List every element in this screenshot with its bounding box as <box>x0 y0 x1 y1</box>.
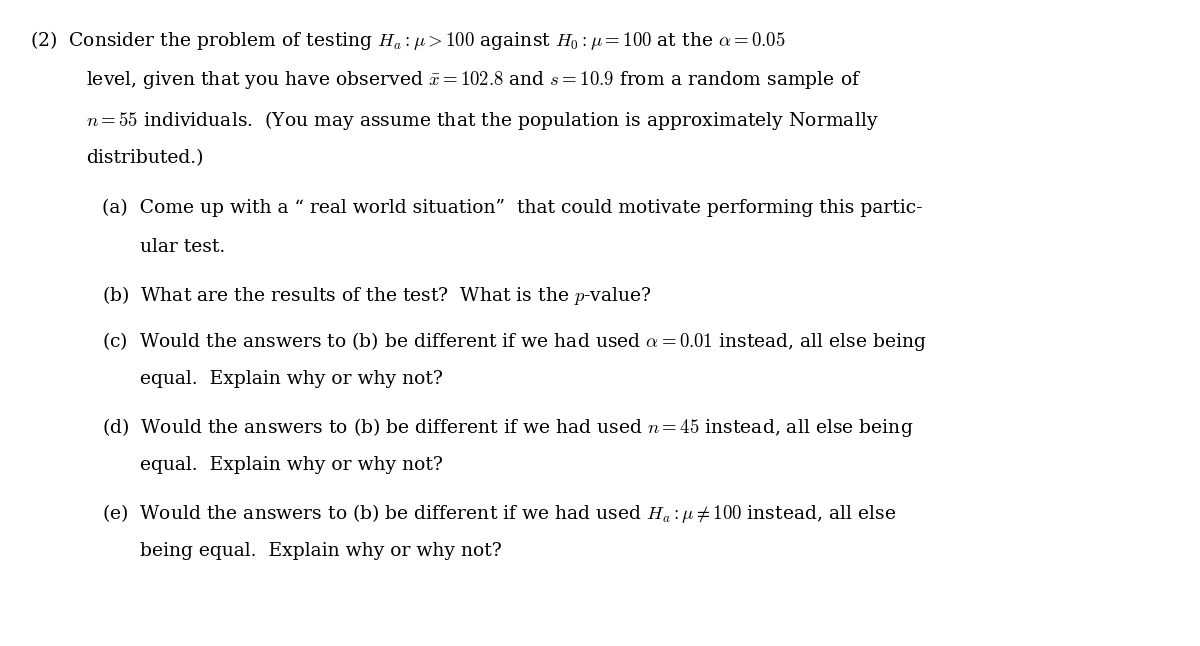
Text: (b)  What are the results of the test?  What is the $p$-value?: (b) What are the results of the test? Wh… <box>102 284 652 307</box>
Text: equal.  Explain why or why not?: equal. Explain why or why not? <box>140 370 443 388</box>
Text: being equal.  Explain why or why not?: being equal. Explain why or why not? <box>140 542 502 560</box>
Text: equal.  Explain why or why not?: equal. Explain why or why not? <box>140 456 443 474</box>
Text: $n = 55$ individuals.  (You may assume that the population is approximately Norm: $n = 55$ individuals. (You may assume th… <box>86 109 880 132</box>
Text: distributed.): distributed.) <box>86 149 204 167</box>
Text: (a)  Come up with a “ real world situation”  that could motivate performing this: (a) Come up with a “ real world situatio… <box>102 198 923 216</box>
Text: (d)  Would the answers to (b) be different if we had used $n = 45$ instead, all : (d) Would the answers to (b) be differen… <box>102 416 913 439</box>
Text: ular test.: ular test. <box>140 238 226 256</box>
Text: (2)  Consider the problem of testing $H_a : \mu > 100$ against $H_0 : \mu = 100$: (2) Consider the problem of testing $H_a… <box>30 29 786 52</box>
Text: (e)  Would the answers to (b) be different if we had used $H_a : \mu \neq 100$ i: (e) Would the answers to (b) be differen… <box>102 502 896 525</box>
Text: level, given that you have observed $\bar{x} = 102.8$ and $s = 10.9$ from a rand: level, given that you have observed $\ba… <box>86 69 862 91</box>
Text: (c)  Would the answers to (b) be different if we had used $\alpha = 0.01$ instea: (c) Would the answers to (b) be differen… <box>102 330 928 353</box>
